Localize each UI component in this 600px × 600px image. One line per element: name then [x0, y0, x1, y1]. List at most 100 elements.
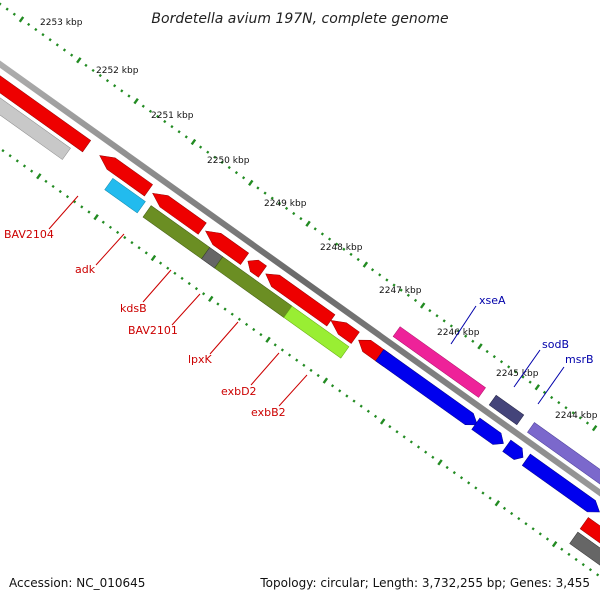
minor-tick — [30, 169, 34, 173]
inner-tick-row — [1, 149, 600, 577]
minor-tick — [180, 276, 184, 281]
gene-label-adk[interactable]: adk — [75, 263, 96, 276]
gene-label-kdsB[interactable]: kdsB — [120, 302, 147, 315]
minor-tick — [335, 242, 339, 246]
major-tick — [494, 500, 501, 507]
gene-label-BAV2104[interactable]: BAV2104 — [4, 228, 54, 241]
minor-tick — [531, 527, 535, 531]
minor-tick — [220, 160, 224, 165]
minor-tick — [514, 370, 518, 374]
gene-cyan-arrow[interactable] — [104, 177, 146, 214]
minor-tick — [424, 450, 428, 454]
minor-tick — [567, 552, 571, 556]
forward-callouts — [450, 305, 565, 405]
gene-msrB-arrow[interactable] — [527, 422, 600, 488]
kbp-label-2247: 2247 kbp — [379, 286, 422, 296]
minor-tick — [130, 241, 134, 245]
minor-tick — [27, 22, 31, 27]
minor-tick — [199, 145, 203, 149]
minor-tick — [159, 261, 163, 265]
gene-forward-blue-4-arrow[interactable] — [521, 453, 600, 518]
minor-tick — [12, 12, 16, 16]
minor-tick — [302, 363, 306, 367]
minor-tick — [230, 312, 234, 316]
gene-forward-blue-1-arrow[interactable] — [375, 349, 482, 431]
gene-label-BAV2101[interactable]: BAV2101 — [128, 324, 178, 337]
minor-tick — [0, 2, 2, 6]
minor-tick — [313, 227, 317, 231]
minor-tick — [101, 220, 105, 224]
minor-tick — [588, 568, 593, 572]
major-tick — [190, 138, 197, 146]
gene-xseA-arrow[interactable] — [392, 326, 486, 398]
minor-tick — [370, 268, 375, 272]
minor-tick — [316, 373, 320, 378]
gene-exbB2-arrow[interactable] — [327, 315, 360, 344]
outer-tick-row — [0, 2, 598, 432]
gene-label-lpxK[interactable]: lpxK — [188, 353, 213, 366]
minor-tick — [116, 230, 120, 235]
minor-tick — [578, 416, 582, 420]
gene-BAV2104-arrow[interactable] — [0, 58, 92, 153]
minor-tick — [1, 149, 5, 153]
minor-tick — [345, 394, 349, 398]
major-tick — [36, 173, 42, 180]
gene-sodB-arrow[interactable] — [488, 394, 525, 426]
minor-tick — [596, 573, 600, 577]
gene-grey-arrow[interactable] — [0, 73, 71, 160]
minor-tick — [177, 130, 181, 134]
gene-label-sodB[interactable]: sodB — [542, 338, 569, 351]
minor-tick — [113, 84, 117, 88]
gene-bottom-darkgrey-arrow[interactable] — [569, 531, 600, 571]
gene-BAV2101-arrow[interactable] — [201, 225, 250, 265]
minor-tick — [270, 196, 274, 200]
kbp-label-2251: 2251 kbp — [151, 111, 194, 121]
kbp-label-2249: 2249 kbp — [264, 199, 307, 209]
minor-tick — [55, 43, 59, 47]
minor-tick — [378, 273, 382, 277]
map-title: Bordetella avium 197N, complete genome — [151, 11, 448, 27]
minor-tick — [166, 266, 170, 270]
minor-tick — [442, 319, 446, 323]
minor-tick — [70, 53, 74, 57]
minor-tick — [402, 435, 406, 439]
gene-adk-arrow[interactable] — [96, 150, 153, 197]
gene-label-xseA[interactable]: xseA — [479, 294, 506, 307]
gene-lime-arrow[interactable] — [283, 305, 350, 359]
minor-tick — [216, 302, 220, 306]
gene-lpxK-arrow[interactable] — [244, 255, 267, 278]
major-tick — [150, 254, 157, 262]
minor-tick — [338, 389, 342, 393]
gene-label-exbD2[interactable]: exbD2 — [221, 385, 257, 398]
gene-label-exbB2[interactable]: exbB2 — [251, 406, 286, 419]
gene-forward-blue-3-arrow[interactable] — [502, 439, 527, 463]
minor-tick — [148, 109, 153, 113]
minor-tick — [474, 486, 478, 490]
major-tick — [591, 425, 598, 432]
gene-forward-blue-2-arrow[interactable] — [471, 417, 508, 449]
kbp-label-2252: 2252 kbp — [96, 66, 139, 76]
minor-tick — [392, 283, 396, 287]
minor-tick — [481, 491, 485, 495]
minor-tick — [127, 94, 131, 98]
kbp-label-2245: 2245 kbp — [496, 369, 539, 379]
minor-tick — [241, 176, 246, 180]
minor-tick — [452, 470, 456, 475]
reverse-callouts — [48, 195, 308, 407]
minor-tick — [137, 246, 141, 250]
minor-tick — [459, 476, 464, 480]
kbp-labels: 2253 kbp 2252 kbp 2251 kbp 2250 kbp 2249… — [40, 18, 598, 421]
minor-tick — [581, 562, 585, 567]
minor-tick — [373, 414, 378, 419]
minor-tick — [502, 506, 507, 510]
major-tick — [133, 97, 139, 105]
minor-tick — [280, 348, 284, 352]
minor-tick — [574, 557, 578, 562]
kbp-label-2250: 2250 kbp — [207, 156, 250, 166]
major-tick — [362, 261, 369, 268]
major-tick — [419, 302, 426, 309]
gene-bottom-red-arrow[interactable] — [579, 517, 600, 556]
gene-label-msrB[interactable]: msrB — [565, 353, 594, 366]
minor-tick — [428, 308, 432, 313]
gene-kdsB-arrow[interactable] — [149, 187, 207, 235]
